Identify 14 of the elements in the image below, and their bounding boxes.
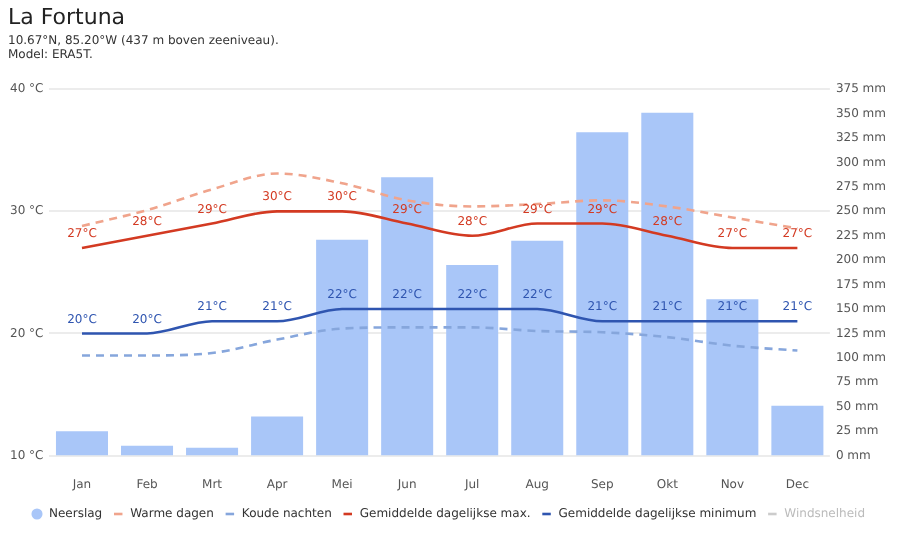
bar: [511, 240, 564, 456]
bar: [251, 416, 304, 456]
bar: [381, 177, 434, 456]
bar: [641, 112, 694, 456]
bar: [706, 299, 759, 456]
line-series: [80, 172, 799, 230]
bar: [55, 431, 108, 456]
line-series: [80, 326, 799, 357]
bar: [576, 132, 629, 456]
bar: [771, 405, 824, 456]
bar: [121, 445, 174, 456]
bar: [446, 265, 499, 456]
bar: [316, 239, 369, 456]
chart-title: La Fortuna: [8, 4, 126, 30]
